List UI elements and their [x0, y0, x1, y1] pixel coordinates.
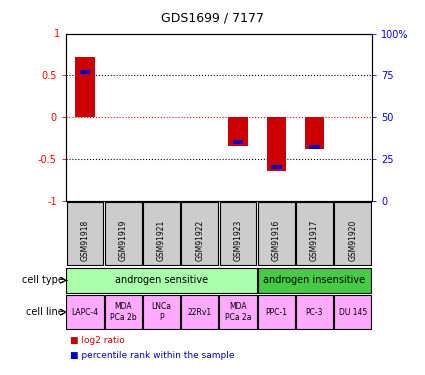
Bar — [66, 296, 104, 329]
Text: PPC-1: PPC-1 — [265, 308, 287, 316]
Text: 1: 1 — [54, 29, 60, 39]
Text: DU 145: DU 145 — [339, 308, 367, 316]
Text: GSM91918: GSM91918 — [80, 220, 90, 261]
Text: GSM91917: GSM91917 — [310, 220, 319, 261]
Bar — [66, 268, 257, 293]
Bar — [258, 296, 295, 329]
Text: LAPC-4: LAPC-4 — [71, 308, 99, 316]
Text: androgen sensitive: androgen sensitive — [115, 275, 208, 285]
Bar — [76, 57, 94, 117]
Bar — [334, 296, 371, 329]
Bar — [229, 117, 247, 146]
Bar — [233, 140, 243, 144]
Text: cell type: cell type — [22, 275, 64, 285]
Text: ■ percentile rank within the sample: ■ percentile rank within the sample — [70, 351, 235, 360]
Bar — [258, 268, 371, 293]
Text: GSM91920: GSM91920 — [348, 220, 357, 261]
Bar — [67, 202, 103, 265]
Text: GDS1699 / 7177: GDS1699 / 7177 — [161, 11, 264, 24]
Bar — [219, 296, 257, 329]
Bar — [143, 202, 180, 265]
Bar — [181, 296, 218, 329]
Bar — [258, 202, 295, 265]
Bar — [271, 165, 281, 170]
Bar — [80, 70, 90, 74]
Bar — [267, 117, 286, 171]
Bar — [296, 296, 333, 329]
Text: MDA
PCa 2a: MDA PCa 2a — [225, 303, 251, 322]
Bar — [181, 202, 218, 265]
Bar — [105, 296, 142, 329]
Text: GSM91916: GSM91916 — [272, 220, 281, 261]
Text: androgen insensitive: androgen insensitive — [264, 275, 366, 285]
Text: GSM91919: GSM91919 — [119, 220, 128, 261]
Text: cell line: cell line — [26, 307, 64, 317]
Text: 22Rv1: 22Rv1 — [188, 308, 212, 316]
Text: LNCa
P: LNCa P — [151, 303, 172, 322]
Bar — [309, 145, 320, 149]
Text: ■ log2 ratio: ■ log2 ratio — [70, 336, 125, 345]
Bar — [220, 202, 256, 265]
Bar — [296, 202, 333, 265]
Bar — [334, 202, 371, 265]
Bar — [305, 117, 324, 149]
Text: GSM91922: GSM91922 — [195, 220, 204, 261]
Text: GSM91923: GSM91923 — [233, 220, 243, 261]
Bar — [143, 296, 180, 329]
Bar — [105, 202, 142, 265]
Text: PC-3: PC-3 — [306, 308, 323, 316]
Text: GSM91921: GSM91921 — [157, 220, 166, 261]
Text: MDA
PCa 2b: MDA PCa 2b — [110, 303, 136, 322]
